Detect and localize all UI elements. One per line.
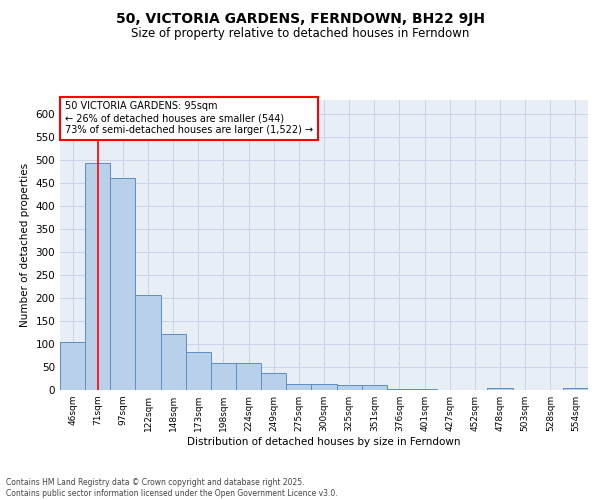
Bar bbox=[110, 178, 136, 390]
Bar bbox=[211, 364, 236, 390]
Text: 50 VICTORIA GARDENS: 95sqm
← 26% of detached houses are smaller (544)
73% of sem: 50 VICTORIA GARDENS: 95sqm ← 26% of deta… bbox=[65, 102, 313, 134]
Bar bbox=[286, 384, 311, 390]
Bar bbox=[261, 372, 286, 390]
Bar bbox=[136, 294, 161, 390]
Bar bbox=[60, 342, 85, 390]
Y-axis label: Number of detached properties: Number of detached properties bbox=[20, 163, 30, 327]
Bar bbox=[161, 334, 186, 390]
Bar bbox=[337, 386, 362, 390]
Bar bbox=[85, 162, 110, 390]
Bar bbox=[387, 388, 412, 390]
Text: 50, VICTORIA GARDENS, FERNDOWN, BH22 9JH: 50, VICTORIA GARDENS, FERNDOWN, BH22 9JH bbox=[115, 12, 485, 26]
Bar bbox=[487, 388, 512, 390]
Bar bbox=[563, 388, 588, 390]
Bar bbox=[362, 386, 387, 390]
Text: Size of property relative to detached houses in Ferndown: Size of property relative to detached ho… bbox=[131, 28, 469, 40]
X-axis label: Distribution of detached houses by size in Ferndown: Distribution of detached houses by size … bbox=[187, 437, 461, 447]
Bar bbox=[186, 352, 211, 390]
Bar bbox=[311, 384, 337, 390]
Bar bbox=[412, 388, 437, 390]
Text: Contains HM Land Registry data © Crown copyright and database right 2025.
Contai: Contains HM Land Registry data © Crown c… bbox=[6, 478, 338, 498]
Bar bbox=[236, 364, 261, 390]
